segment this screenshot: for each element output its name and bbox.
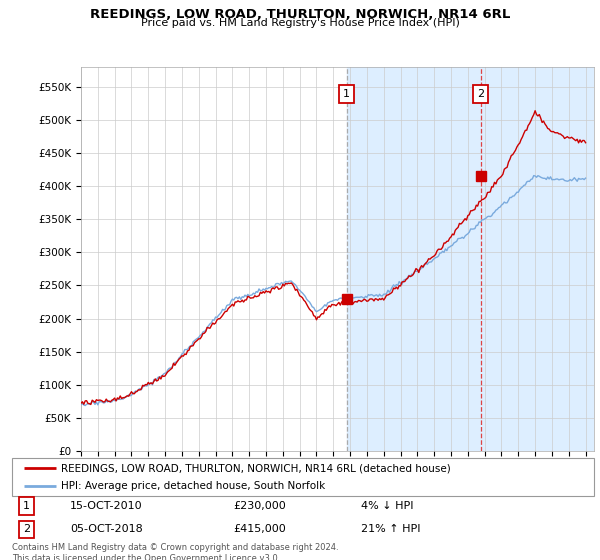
FancyBboxPatch shape bbox=[12, 458, 594, 496]
Text: Price paid vs. HM Land Registry's House Price Index (HPI): Price paid vs. HM Land Registry's House … bbox=[140, 18, 460, 29]
Text: 2: 2 bbox=[23, 525, 30, 534]
Text: £230,000: £230,000 bbox=[233, 501, 286, 511]
Text: £415,000: £415,000 bbox=[233, 525, 286, 534]
Text: 15-OCT-2010: 15-OCT-2010 bbox=[70, 501, 143, 511]
Text: 05-OCT-2018: 05-OCT-2018 bbox=[70, 525, 143, 534]
Text: REEDINGS, LOW ROAD, THURLTON, NORWICH, NR14 6RL: REEDINGS, LOW ROAD, THURLTON, NORWICH, N… bbox=[90, 8, 510, 21]
Text: 21% ↑ HPI: 21% ↑ HPI bbox=[361, 525, 421, 534]
Bar bbox=[347, 67, 594, 451]
Text: 4% ↓ HPI: 4% ↓ HPI bbox=[361, 501, 414, 511]
Text: 1: 1 bbox=[23, 501, 30, 511]
Text: REEDINGS, LOW ROAD, THURLTON, NORWICH, NR14 6RL (detached house): REEDINGS, LOW ROAD, THURLTON, NORWICH, N… bbox=[61, 463, 451, 473]
Text: Contains HM Land Registry data © Crown copyright and database right 2024.
This d: Contains HM Land Registry data © Crown c… bbox=[12, 543, 338, 560]
Text: 1: 1 bbox=[343, 89, 350, 99]
Text: HPI: Average price, detached house, South Norfolk: HPI: Average price, detached house, Sout… bbox=[61, 481, 326, 491]
Text: 2: 2 bbox=[477, 89, 484, 99]
